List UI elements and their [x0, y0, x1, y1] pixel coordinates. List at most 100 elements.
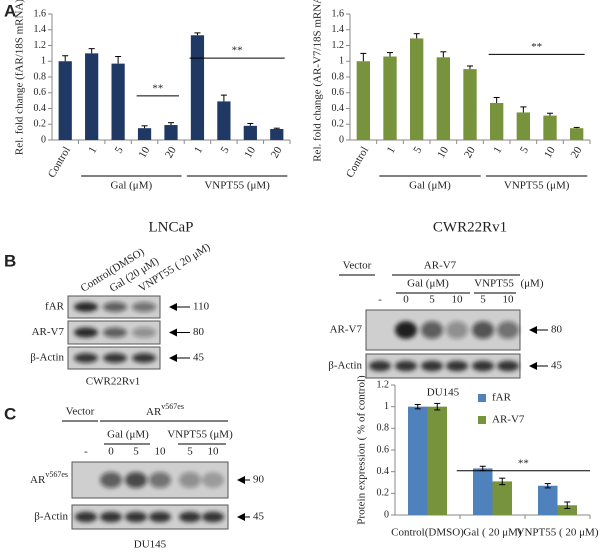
y-tick-label: 0.6 [377, 444, 390, 455]
size-label: 80 [551, 324, 563, 336]
band [149, 511, 171, 523]
bar [217, 101, 231, 140]
label: β-Actin [328, 360, 362, 372]
group-label: Gal (μM) [409, 180, 451, 192]
label: ARv567es [30, 470, 68, 486]
band [125, 472, 147, 488]
size-label: 45 [551, 360, 563, 372]
size-label: 90 [253, 474, 265, 486]
band [472, 360, 494, 372]
group-label: VNPT55 (μM) [504, 180, 570, 192]
label: Gal (μM) [107, 429, 149, 441]
bar [516, 112, 530, 140]
size-label: 45 [193, 352, 205, 364]
band [74, 302, 98, 312]
band [103, 327, 127, 338]
lane-label: 10 [452, 294, 464, 306]
significance-mark: ** [531, 41, 542, 53]
x-tick-label: 1 [192, 145, 205, 156]
x-tick-label: 20 [462, 144, 478, 160]
lane-label: 5 [429, 294, 435, 306]
panel-label: A [4, 1, 16, 20]
lane-label: 5 [480, 294, 486, 306]
band [421, 360, 443, 372]
x-tick-label: Control [344, 145, 371, 180]
band [74, 353, 98, 363]
bar [190, 35, 205, 141]
label: fAR [45, 301, 65, 313]
y-tick-label: 1.4 [332, 24, 345, 35]
y-tick-label: 1 [339, 56, 344, 67]
band [149, 472, 171, 488]
band [446, 360, 468, 372]
x-tick-label: VNPT55 ( 20 μM) [517, 527, 599, 539]
bar [137, 128, 152, 140]
y-tick-label: 0.6 [34, 87, 47, 98]
y-tick-label: 0 [339, 134, 344, 145]
bar [356, 61, 370, 140]
lane-label: - [84, 446, 88, 458]
x-tick-label: 10 [542, 144, 558, 160]
bar [85, 53, 99, 140]
y-tick-label: 1.4 [34, 24, 47, 35]
label: Vector [343, 260, 372, 272]
x-tick-label: 5 [411, 144, 424, 155]
bar [490, 102, 504, 140]
band [103, 353, 127, 363]
x-tick-label: 5 [518, 144, 531, 155]
x-tick-label: 20 [569, 144, 585, 160]
legend-swatch [478, 416, 486, 424]
label: VNPT55 [474, 278, 514, 290]
bar [538, 485, 558, 515]
x-tick-label: 1 [385, 145, 398, 156]
y-tick-label: 1 [384, 401, 389, 412]
bar [243, 125, 257, 140]
y-tick-label: 0.4 [34, 103, 47, 114]
band [75, 511, 97, 523]
group-label: Gal (μM) [111, 180, 153, 192]
x-tick-label: 1 [491, 145, 504, 156]
lane-label: 10 [208, 446, 220, 458]
x-tick-label: Gal ( 20 μM) [463, 527, 521, 539]
x-tick-label: 1 [86, 145, 99, 156]
size-label: 45 [253, 511, 265, 523]
band [472, 321, 494, 339]
x-tick-label: 10 [242, 144, 258, 160]
label: (μM) [520, 278, 543, 290]
y-tick-label: 0.8 [34, 71, 47, 82]
bar [427, 406, 447, 515]
label-base: AR [30, 474, 46, 486]
significance-mark: ** [152, 82, 163, 94]
x-axis-title: LNCaP [149, 219, 194, 235]
band [497, 321, 519, 339]
y-tick-label: 0 [41, 134, 46, 145]
label-sup: v567es [45, 470, 68, 479]
label: Vector [66, 406, 95, 418]
band [132, 353, 156, 363]
bar [492, 481, 512, 515]
lane-label: 0 [403, 294, 409, 306]
x-axis-title: CWR22Rv1 [433, 219, 507, 235]
significance-mark: ** [518, 457, 529, 469]
label-sup: v567es [161, 402, 184, 411]
legend-swatch [478, 394, 486, 402]
y-tick-label: 0.2 [377, 488, 390, 499]
size-label: 80 [193, 326, 205, 338]
band [421, 321, 443, 339]
band [132, 302, 156, 312]
y-tick-label: 1.6 [34, 8, 47, 19]
group-label: VNPT55 (μM) [204, 180, 270, 192]
y-tick-label: 0 [384, 509, 389, 520]
panel-label: C [4, 404, 16, 423]
band [497, 360, 519, 372]
bar [58, 61, 72, 140]
lane-label: 10 [155, 446, 167, 458]
label: ARv567es [146, 402, 184, 418]
y-tick-label: 1.2 [377, 379, 390, 390]
band [100, 511, 122, 523]
band [446, 321, 468, 339]
label: Gal (μM) [407, 278, 449, 290]
label-base: AR [146, 406, 162, 418]
bar [473, 468, 493, 515]
